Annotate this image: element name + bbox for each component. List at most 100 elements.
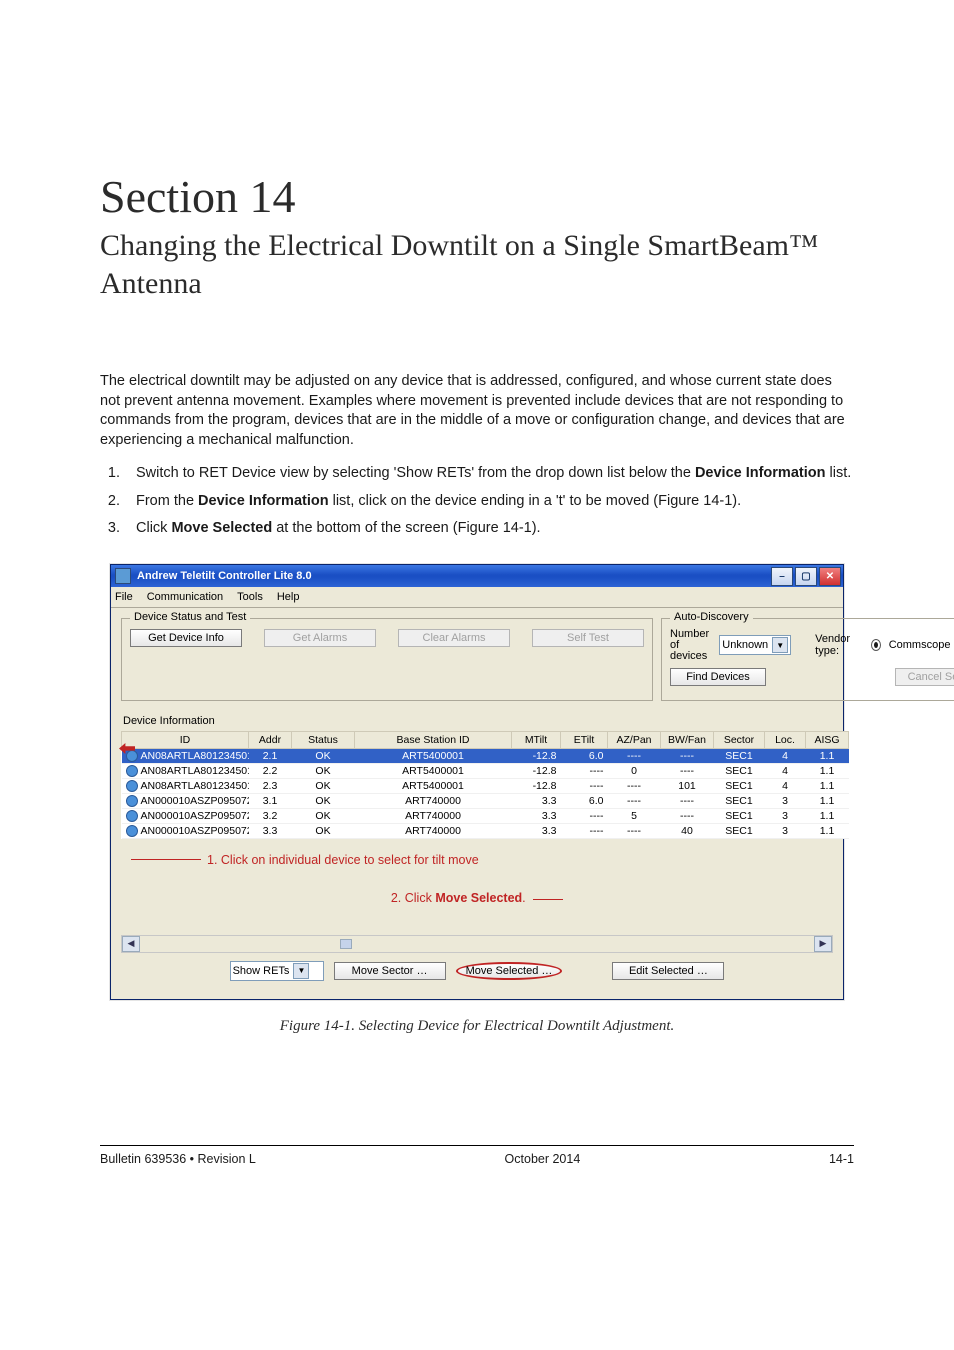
col-addr[interactable]: Addr [249, 731, 292, 748]
cell-bwfan: ---- [661, 808, 714, 823]
minimize-button[interactable]: – [771, 567, 793, 586]
step-1-pre: Switch to RET Device view by selecting '… [136, 465, 695, 481]
cell-sector: SEC1 [714, 808, 765, 823]
table-row[interactable]: AN08ARTLA8012345011.f2.3OKART5400001-12.… [122, 778, 849, 793]
col-base-station-id[interactable]: Base Station ID [355, 731, 512, 748]
cancel-search-button: Cancel Search [895, 668, 954, 686]
cell-loc: 4 [765, 778, 806, 793]
move-sector-button[interactable]: Move Sector … [334, 962, 446, 980]
cell-loc: 3 [765, 823, 806, 838]
table-row[interactable]: AN08ARTLA8012345011.p2.2OKART5400001-12.… [122, 763, 849, 778]
footer-right: 14-1 [829, 1152, 854, 1166]
cell-addr: 3.2 [249, 808, 292, 823]
cell-bwfan: 40 [661, 823, 714, 838]
cell-loc: 3 [765, 793, 806, 808]
num-devices-label: Number of devices [670, 629, 713, 662]
col-id[interactable]: ID [122, 731, 249, 748]
cell-bsid: ART5400001 [355, 778, 512, 793]
col-status[interactable]: Status [292, 731, 355, 748]
cell-addr: 2.1 [249, 748, 292, 763]
num-devices-select[interactable]: Unknown ▼ [719, 635, 791, 655]
table-row[interactable]: AN08ARTLA8012345011.t2.1OKART5400001-12.… [122, 748, 849, 763]
col-sector[interactable]: Sector [714, 731, 765, 748]
vendor-commscope-radio[interactable] [871, 639, 881, 651]
cell-status: OK [292, 823, 355, 838]
cell-sector: SEC1 [714, 823, 765, 838]
step-2: From the Device Information list, click … [124, 492, 854, 512]
menu-help[interactable]: Help [277, 591, 300, 603]
step-2-post: list, click on the device ending in a 't… [329, 493, 742, 509]
device-status-group: Device Status and Test Get Device Info G… [121, 618, 653, 701]
show-rets-select[interactable]: Show RETs ▼ [230, 961, 324, 981]
maximize-button[interactable]: ▢ [795, 567, 817, 586]
col-etilt[interactable]: ETilt [561, 731, 608, 748]
cell-status: OK [292, 778, 355, 793]
app-icon [115, 568, 131, 584]
close-button[interactable]: ✕ [819, 567, 841, 586]
device-icon [126, 750, 138, 762]
cell-bsid: ART5400001 [355, 748, 512, 763]
cell-loc: 4 [765, 763, 806, 778]
device-status-legend: Device Status and Test [130, 611, 250, 623]
annotation-2: 2. Click Move Selected. [391, 891, 529, 905]
menu-tools[interactable]: Tools [237, 591, 263, 603]
chevron-down-icon: ▼ [772, 637, 788, 653]
col-loc-[interactable]: Loc. [765, 731, 806, 748]
horizontal-scrollbar[interactable]: ◀ ▶ [121, 935, 833, 953]
auto-discovery-group: Auto-Discovery Number of devices Unknown… [661, 618, 954, 701]
menu-bar: File Communication Tools Help [111, 587, 843, 608]
table-row[interactable]: AN000010ASZP0950726.t3.1OKART7400003.36.… [122, 793, 849, 808]
cell-mtilt: 3.3 [512, 808, 561, 823]
cell-id: AN08ARTLA8012345011.t [122, 748, 249, 763]
cell-id: AN08ARTLA8012345011.f [122, 778, 249, 793]
cell-addr: 3.3 [249, 823, 292, 838]
device-icon [126, 765, 138, 777]
cell-aisg: 1.1 [806, 763, 849, 778]
move-selected-button[interactable]: Move Selected … [456, 962, 563, 980]
col-bw-fan[interactable]: BW/Fan [661, 731, 714, 748]
section-title: Changing the Electrical Downtilt on a Si… [100, 227, 854, 302]
cell-id: AN000010ASZP0950726.t [122, 793, 249, 808]
step-3-pre: Click [136, 520, 171, 536]
cell-azpan: ---- [608, 778, 661, 793]
table-row[interactable]: AN000010ASZP0950726.p3.2OKART7400003.3--… [122, 808, 849, 823]
page-footer: Bulletin 639536 • Revision L October 201… [100, 1152, 854, 1166]
vendor-type-label: Vendor type: [815, 633, 865, 657]
app-window: Andrew Teletilt Controller Lite 8.0 – ▢ … [110, 564, 844, 1000]
cell-etilt: ---- [561, 763, 608, 778]
section-number: Section 14 [100, 170, 854, 223]
menu-communication[interactable]: Communication [147, 591, 223, 603]
cell-aisg: 1.1 [806, 808, 849, 823]
annotation-2-post: . [522, 891, 525, 905]
menu-file[interactable]: File [115, 591, 133, 603]
annotation-2-bold: Move Selected [435, 891, 522, 905]
cell-bwfan: 101 [661, 778, 714, 793]
scroll-thumb[interactable] [340, 939, 352, 949]
col-mtilt[interactable]: MTilt [512, 731, 561, 748]
device-info-legend: Device Information [123, 715, 833, 727]
find-devices-button[interactable]: Find Devices [670, 668, 766, 686]
cell-sector: SEC1 [714, 778, 765, 793]
cell-mtilt: 3.3 [512, 823, 561, 838]
step-3-post: at the bottom of the screen (Figure 14-1… [272, 520, 540, 536]
edit-selected-button[interactable]: Edit Selected … [612, 962, 724, 980]
cell-status: OK [292, 793, 355, 808]
clear-alarms-button: Clear Alarms [398, 629, 510, 647]
col-az-pan[interactable]: AZ/Pan [608, 731, 661, 748]
step-2-bold: Device Information [198, 493, 329, 509]
cell-azpan: ---- [608, 748, 661, 763]
cell-sector: SEC1 [714, 763, 765, 778]
cell-id: AN000010ASZP0950726.f [122, 823, 249, 838]
cell-bsid: ART5400001 [355, 763, 512, 778]
annotation-1: 1. Click on individual device to select … [201, 853, 485, 867]
scroll-right-icon[interactable]: ▶ [814, 936, 832, 952]
cell-bwfan: ---- [661, 748, 714, 763]
cell-azpan: ---- [608, 823, 661, 838]
cell-etilt: 6.0 [561, 748, 608, 763]
scroll-left-icon[interactable]: ◀ [122, 936, 140, 952]
get-device-info-button[interactable]: Get Device Info [130, 629, 242, 647]
title-bar[interactable]: Andrew Teletilt Controller Lite 8.0 – ▢ … [111, 565, 843, 587]
col-aisg[interactable]: AISG [806, 731, 849, 748]
cell-etilt: ---- [561, 808, 608, 823]
table-row[interactable]: AN000010ASZP0950726.f3.3OKART7400003.3--… [122, 823, 849, 838]
